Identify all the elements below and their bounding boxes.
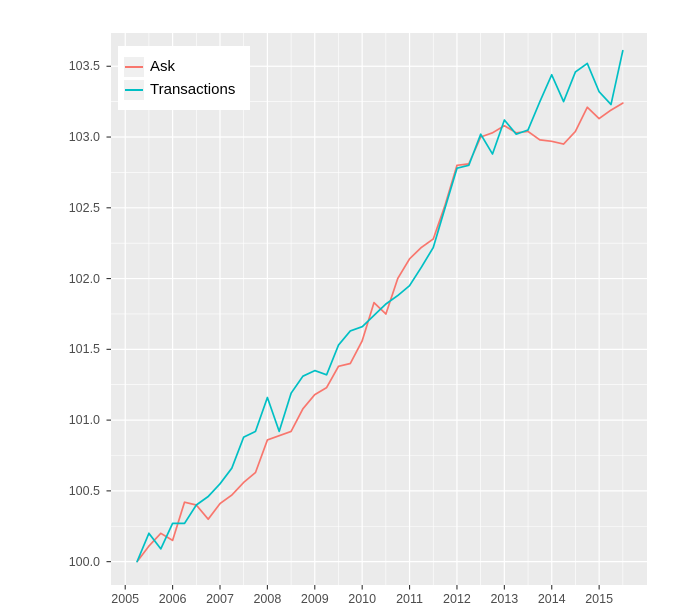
x-axis-label: 2005 xyxy=(111,592,140,606)
x-axis-label: 2014 xyxy=(537,592,566,606)
x-axis-label: 2015 xyxy=(585,592,614,606)
legend-key-line xyxy=(125,65,143,68)
x-axis-label: 2010 xyxy=(348,592,377,606)
legend-item-transactions: Transactions xyxy=(124,78,235,101)
chart-legend: Ask Transactions xyxy=(118,46,251,110)
y-axis-label: 103.5 xyxy=(68,59,100,74)
legend-item-ask: Ask xyxy=(124,55,235,78)
legend-label: Transactions xyxy=(150,81,236,98)
legend-key-line xyxy=(125,88,143,91)
x-axis-label: 2007 xyxy=(206,592,234,606)
x-axis-label: 2012 xyxy=(443,592,471,606)
legend-key-swatch xyxy=(124,79,144,100)
y-axis-label: 100.5 xyxy=(68,483,100,498)
y-axis-label: 101.0 xyxy=(68,413,100,428)
y-axis-label: 100.0 xyxy=(68,554,100,569)
x-axis-label: 2011 xyxy=(396,592,423,606)
y-axis-label: 103.0 xyxy=(68,130,100,145)
x-axis-label: 2013 xyxy=(490,592,519,606)
legend-label: Ask xyxy=(150,58,176,75)
x-axis-label: 2008 xyxy=(253,592,282,606)
x-axis-label: 2006 xyxy=(158,592,187,606)
y-axis-label: 101.5 xyxy=(68,342,100,357)
y-axis-label: 102.5 xyxy=(68,200,100,215)
series-line-transactions xyxy=(136,49,624,563)
legend-key-swatch xyxy=(124,56,144,77)
y-axis-label: 102.0 xyxy=(68,271,100,286)
series-line-ask xyxy=(136,102,624,563)
x-axis-label: 2009 xyxy=(300,592,329,606)
panel-background xyxy=(111,33,647,585)
